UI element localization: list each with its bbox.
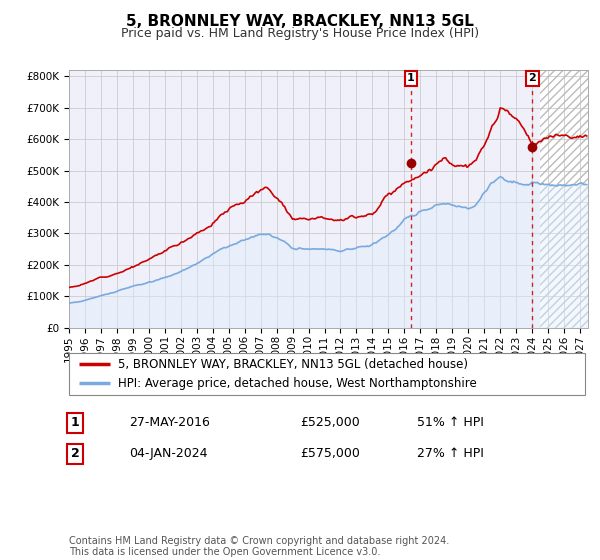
- Text: Contains HM Land Registry data © Crown copyright and database right 2024.
This d: Contains HM Land Registry data © Crown c…: [69, 535, 449, 557]
- Text: 27% ↑ HPI: 27% ↑ HPI: [417, 447, 484, 460]
- Text: £525,000: £525,000: [300, 416, 360, 430]
- Text: 04-JAN-2024: 04-JAN-2024: [129, 447, 208, 460]
- Text: 2: 2: [71, 447, 79, 460]
- Text: 1: 1: [407, 73, 415, 83]
- Text: 1: 1: [71, 416, 79, 430]
- Text: 51% ↑ HPI: 51% ↑ HPI: [417, 416, 484, 430]
- Text: 5, BRONNLEY WAY, BRACKLEY, NN13 5GL: 5, BRONNLEY WAY, BRACKLEY, NN13 5GL: [126, 14, 474, 29]
- Text: £575,000: £575,000: [300, 447, 360, 460]
- Text: 27-MAY-2016: 27-MAY-2016: [129, 416, 210, 430]
- Bar: [540, 70, 588, 328]
- Text: 2: 2: [529, 73, 536, 83]
- Bar: [540, 70, 588, 328]
- Text: Price paid vs. HM Land Registry's House Price Index (HPI): Price paid vs. HM Land Registry's House …: [121, 27, 479, 40]
- Text: HPI: Average price, detached house, West Northamptonshire: HPI: Average price, detached house, West…: [118, 377, 477, 390]
- Text: 5, BRONNLEY WAY, BRACKLEY, NN13 5GL (detached house): 5, BRONNLEY WAY, BRACKLEY, NN13 5GL (det…: [118, 358, 468, 371]
